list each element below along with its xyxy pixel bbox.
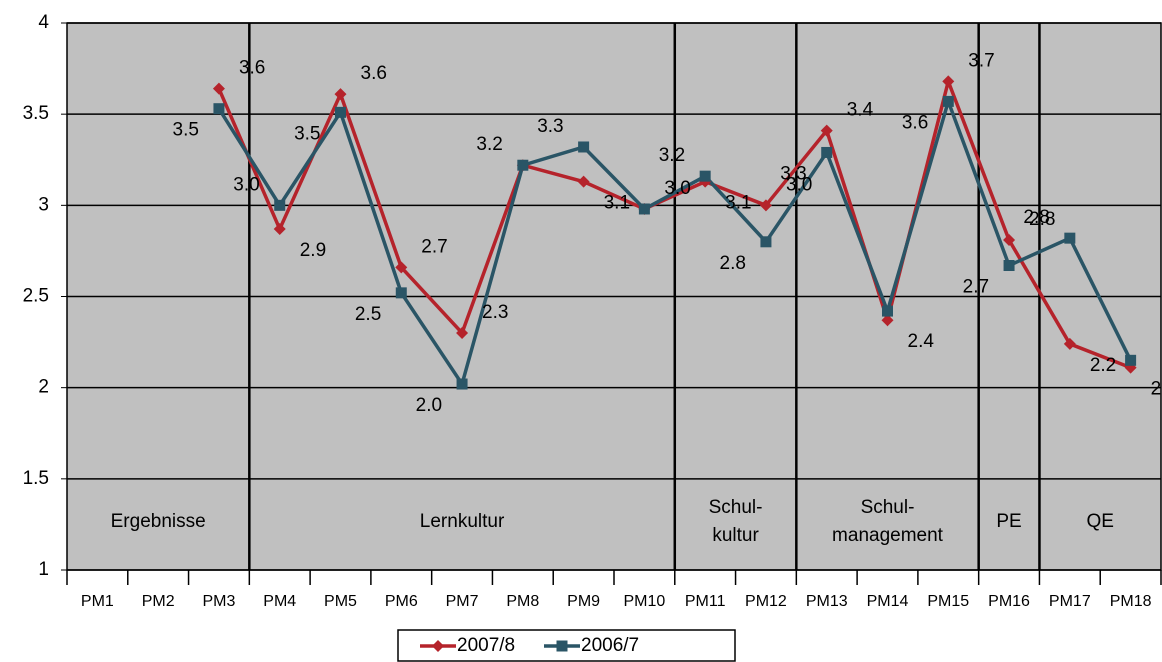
data-label: 2.8 xyxy=(720,253,746,274)
y-tick-label: 2.5 xyxy=(23,286,49,307)
data-label: 3.7 xyxy=(968,50,994,71)
x-tick-label: PM11 xyxy=(685,593,726,610)
legend-marker xyxy=(556,640,568,652)
x-tick-label: PM14 xyxy=(867,593,909,610)
data-label: 3.2 xyxy=(659,145,685,166)
data-label: 3.6 xyxy=(239,58,265,79)
y-tick-label: 2 xyxy=(38,377,49,398)
section-label: kultur xyxy=(712,525,759,546)
y-tick-label: 1 xyxy=(38,559,49,580)
point xyxy=(456,326,469,339)
point xyxy=(335,106,346,118)
point xyxy=(517,159,529,171)
y-tick-label: 1.5 xyxy=(23,468,49,489)
y-tick-label: 4 xyxy=(38,12,49,33)
data-label: 2.7 xyxy=(421,236,447,257)
data-label: 3.0 xyxy=(233,174,259,195)
point xyxy=(760,236,772,248)
data-label: 3.1 xyxy=(725,193,751,214)
series-line xyxy=(217,75,1132,370)
point xyxy=(881,314,894,327)
section-label: Ergebnisse xyxy=(111,511,206,532)
point xyxy=(942,75,955,88)
data-label: 3.6 xyxy=(361,63,387,84)
section-label: management xyxy=(832,525,944,546)
point xyxy=(334,88,347,101)
x-tick-label: PM7 xyxy=(446,593,479,610)
point xyxy=(212,82,225,95)
data-label: 2.3 xyxy=(482,302,508,323)
data-label: 3.5 xyxy=(173,120,199,141)
point xyxy=(1063,337,1076,350)
point xyxy=(213,103,225,115)
data-label: 2.5 xyxy=(355,304,381,325)
data-label: 2.8 xyxy=(1023,207,1049,228)
legend-label: 2007/8 xyxy=(457,635,515,656)
point xyxy=(395,261,408,274)
point xyxy=(578,141,590,153)
data-label: 2.8 xyxy=(1029,209,1055,230)
x-tick-label: PM9 xyxy=(567,593,600,610)
point xyxy=(456,378,468,390)
x-tick-label: PM17 xyxy=(1049,593,1091,610)
data-label: 3.0 xyxy=(786,174,812,195)
data-label: 3.1 xyxy=(604,193,630,214)
legend-marker xyxy=(432,640,444,652)
x-tick-label: PM12 xyxy=(745,593,787,610)
point xyxy=(942,95,954,107)
point xyxy=(273,223,286,236)
data-label: 2.4 xyxy=(908,331,935,352)
data-label: 3.2 xyxy=(476,134,502,155)
data-label: 2.2 xyxy=(1090,355,1116,376)
point xyxy=(395,287,407,299)
x-tick-label: PM8 xyxy=(506,593,539,610)
data-label: 2.7 xyxy=(963,277,989,298)
x-tick-label: PM3 xyxy=(202,593,235,610)
y-tick-label: 3.5 xyxy=(23,103,49,124)
data-label: 2.1 xyxy=(1151,379,1162,400)
point xyxy=(1064,232,1076,244)
x-tick-label: PM4 xyxy=(263,593,296,610)
point xyxy=(820,124,833,137)
point xyxy=(1125,354,1137,366)
x-tick-label: PM10 xyxy=(623,593,665,610)
point xyxy=(882,305,893,317)
x-tick-label: PM1 xyxy=(81,593,114,610)
data-label: 2.9 xyxy=(300,240,326,261)
data-label: 3.0 xyxy=(664,178,690,199)
point xyxy=(274,199,286,211)
data-label: 3.5 xyxy=(294,123,320,144)
data-label: 3.3 xyxy=(537,116,563,137)
x-tick-label: PM15 xyxy=(927,593,969,610)
x-tick-label: PM18 xyxy=(1110,593,1152,610)
section-label: Schul- xyxy=(709,497,763,518)
legend-label: 2006/7 xyxy=(581,635,639,656)
point xyxy=(638,203,650,215)
point xyxy=(577,175,590,188)
data-label: 2.0 xyxy=(416,395,442,416)
section-label: Lernkultur xyxy=(420,511,505,532)
data-label: 3.3 xyxy=(780,163,806,184)
point xyxy=(699,170,711,182)
point xyxy=(821,146,833,158)
section-label: PE xyxy=(996,511,1021,532)
series-line xyxy=(217,95,1133,389)
point xyxy=(759,199,772,212)
section-label: QE xyxy=(1086,511,1113,532)
x-tick-label: PM6 xyxy=(385,593,418,610)
point xyxy=(1003,260,1015,272)
data-label: 3.4 xyxy=(847,100,874,121)
data-label: 3.6 xyxy=(902,112,928,133)
x-tick-label: PM2 xyxy=(142,593,175,610)
x-tick-label: PM16 xyxy=(988,593,1030,610)
y-tick-label: 3 xyxy=(38,194,49,215)
x-tick-label: PM5 xyxy=(324,593,357,610)
section-label: Schul- xyxy=(861,497,915,518)
x-tick-label: PM13 xyxy=(806,593,848,610)
point xyxy=(1003,233,1016,246)
